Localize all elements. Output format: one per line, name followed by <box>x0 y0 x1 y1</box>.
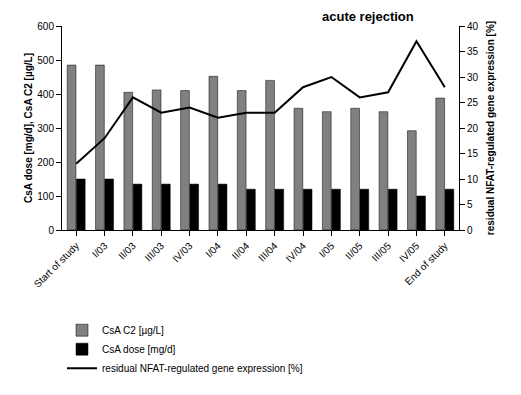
svg-text:CsA C2 [µg/L]: CsA C2 [µg/L] <box>102 325 164 336</box>
svg-text:0: 0 <box>48 225 54 236</box>
svg-text:III/03: III/03 <box>143 240 167 264</box>
svg-text:acute rejection: acute rejection <box>322 9 414 24</box>
svg-text:III/04: III/04 <box>256 240 280 264</box>
svg-text:15: 15 <box>467 148 479 159</box>
svg-text:End of study: End of study <box>403 240 450 287</box>
svg-text:IV/04: IV/04 <box>284 240 309 265</box>
svg-text:35: 35 <box>467 46 479 57</box>
svg-text:I/04: I/04 <box>203 240 223 260</box>
svg-text:20: 20 <box>467 123 479 134</box>
svg-text:CsA dose [mg/d]: CsA dose [mg/d] <box>102 344 176 355</box>
svg-text:IV/03: IV/03 <box>170 240 195 265</box>
svg-text:III/05: III/05 <box>370 240 394 264</box>
svg-text:0: 0 <box>467 225 473 236</box>
svg-text:40: 40 <box>467 21 479 32</box>
svg-text:I/03: I/03 <box>90 240 110 260</box>
svg-text:II/03: II/03 <box>116 240 138 262</box>
svg-text:500: 500 <box>37 55 54 66</box>
svg-text:200: 200 <box>37 157 54 168</box>
svg-text:100: 100 <box>37 191 54 202</box>
svg-text:300: 300 <box>37 123 54 134</box>
svg-text:residual NFAT-regulated gene e: residual NFAT-regulated gene expression … <box>485 21 496 235</box>
svg-text:600: 600 <box>37 21 54 32</box>
svg-text:IV/05: IV/05 <box>397 240 422 265</box>
svg-text:II/04: II/04 <box>230 240 252 262</box>
svg-text:5: 5 <box>467 199 473 210</box>
svg-text:30: 30 <box>467 72 479 83</box>
svg-text:I/05: I/05 <box>317 240 337 260</box>
svg-text:400: 400 <box>37 89 54 100</box>
svg-text:residual NFAT-regulated gene e: residual NFAT-regulated gene expression … <box>102 363 303 374</box>
svg-text:CsA dose [mg/d], CsA C2 [µg/L]: CsA dose [mg/d], CsA C2 [µg/L] <box>23 53 34 203</box>
svg-text:10: 10 <box>467 174 479 185</box>
svg-text:25: 25 <box>467 97 479 108</box>
svg-text:Start of study: Start of study <box>32 240 81 289</box>
svg-text:II/05: II/05 <box>343 240 365 262</box>
